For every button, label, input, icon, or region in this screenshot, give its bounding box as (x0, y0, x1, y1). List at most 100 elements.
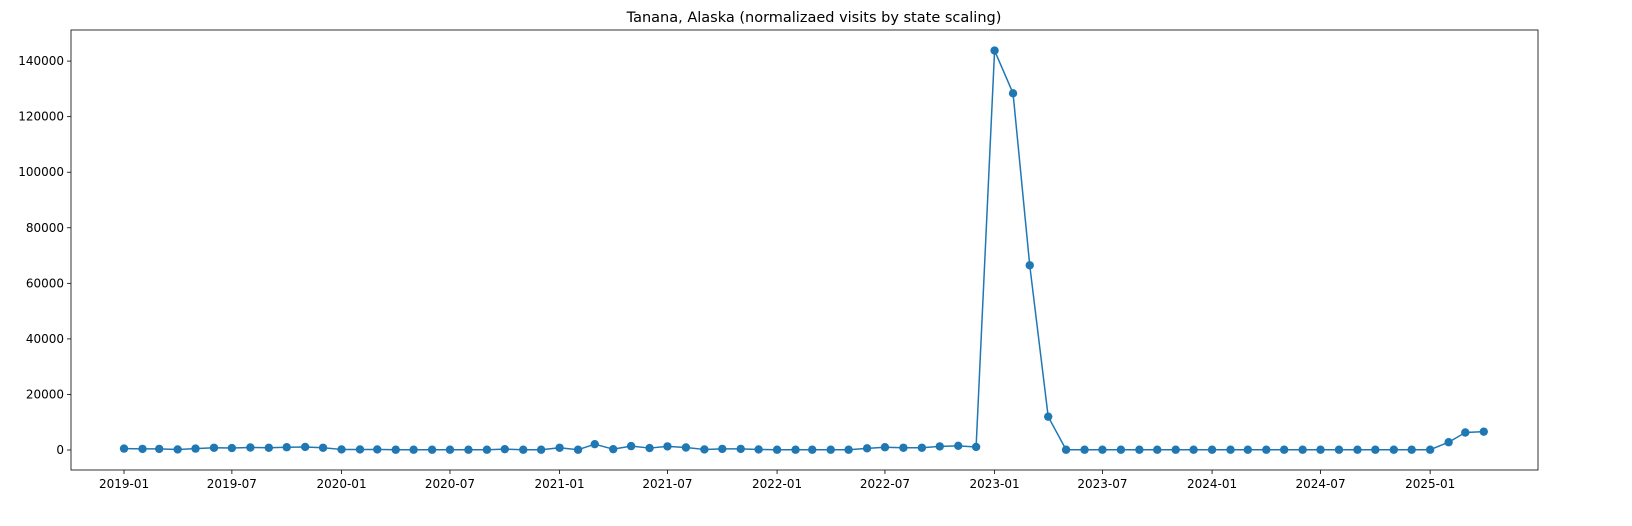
data-point (227, 443, 237, 453)
data-point (935, 442, 944, 451)
data-point (772, 445, 782, 454)
data-point (791, 445, 800, 454)
plot-frame (70, 29, 1539, 471)
data-point (844, 445, 853, 454)
data-point (1171, 445, 1180, 454)
data-point (1444, 438, 1453, 447)
data-point (536, 445, 546, 454)
data-point (1407, 445, 1416, 454)
data-point (1479, 427, 1488, 436)
data-point (464, 445, 473, 454)
data-point (519, 445, 528, 454)
x-tick-label: 2020-01 (316, 477, 366, 491)
data-point (971, 442, 981, 452)
data-point (1425, 445, 1435, 454)
x-tick-label: 2025-01 (1405, 477, 1455, 491)
data-point (154, 444, 164, 454)
data-point (1153, 445, 1162, 454)
data-point (1298, 445, 1307, 454)
plot-area (119, 46, 1488, 454)
data-point (754, 445, 763, 454)
data-point (1316, 445, 1325, 454)
data-point (718, 444, 727, 454)
data-point (573, 445, 583, 454)
y-tick-label: 40000 (26, 332, 64, 346)
data-point (862, 444, 872, 453)
x-tick-label: 2024-01 (1187, 477, 1237, 491)
data-point (264, 443, 274, 452)
y-axis: 0 20000 40000 60000 80000 100000 120000 140000 (18, 54, 71, 457)
x-tick-label: 2023-01 (970, 477, 1020, 491)
data-point (899, 443, 908, 452)
x-tick-label: 2019-07 (207, 477, 257, 491)
data-point (1098, 445, 1107, 454)
data-point (1061, 445, 1071, 454)
data-point (990, 46, 999, 55)
data-point (1207, 445, 1217, 454)
data-point (663, 442, 672, 451)
x-axis: 2019-01 2019-07 2020-01 2020-07 2021-01 2021-… (99, 470, 1455, 491)
data-point (1135, 445, 1144, 454)
y-tick-label: 0 (56, 443, 64, 457)
data-point (917, 443, 927, 452)
y-tick-label: 100000 (18, 165, 64, 179)
data-point (808, 445, 817, 454)
data-point (318, 443, 328, 452)
data-point (609, 444, 618, 454)
data-point (209, 443, 219, 452)
x-tick-label: 2023-07 (1077, 477, 1127, 491)
data-point (191, 444, 200, 453)
data-point (500, 444, 509, 454)
data-point (1389, 445, 1399, 454)
data-point (1025, 261, 1034, 270)
data-point (1044, 412, 1053, 421)
data-point (1189, 445, 1198, 454)
data-point (391, 445, 400, 454)
x-tick-label: 2022-07 (860, 477, 910, 491)
data-point (246, 443, 255, 452)
data-point (1461, 428, 1470, 437)
x-tick-label: 2019-01 (99, 477, 149, 491)
y-tick-label: 120000 (18, 110, 64, 124)
data-point (1262, 445, 1271, 454)
data-point (300, 442, 310, 452)
y-tick-label: 80000 (26, 221, 64, 235)
y-tick-label: 20000 (26, 387, 64, 401)
x-tick-label: 2020-07 (425, 477, 475, 491)
data-point (138, 444, 147, 454)
data-point (337, 445, 346, 454)
data-point (355, 445, 365, 454)
data-point (409, 445, 418, 454)
data-point (1080, 445, 1089, 454)
x-tick-label: 2022-01 (752, 477, 802, 491)
y-tick-label: 140000 (18, 54, 64, 68)
x-tick-label: 2021-07 (642, 477, 692, 491)
data-point (482, 445, 492, 454)
data-point (1279, 445, 1289, 454)
data-point (173, 445, 182, 454)
data-point (1226, 445, 1235, 454)
data-point (1243, 445, 1253, 454)
y-tick-label: 60000 (26, 276, 64, 290)
data-point (880, 443, 890, 452)
data-point (626, 441, 636, 451)
data-point (1371, 445, 1380, 454)
data-point (826, 445, 835, 454)
data-point (555, 443, 564, 452)
data-point (681, 443, 691, 452)
data-point (736, 444, 745, 454)
data-point (119, 444, 129, 453)
data-point (1353, 445, 1362, 454)
data-point (282, 443, 291, 452)
data-point (1008, 89, 1018, 98)
data-point (954, 441, 963, 451)
data-point (645, 443, 654, 453)
data-point (1334, 445, 1344, 454)
data-point (445, 445, 455, 454)
data-point (700, 445, 709, 454)
data-point (373, 445, 382, 454)
x-tick-label: 2021-01 (535, 477, 585, 491)
chart-title: Tanana, Alaska (normalizaed visits by st… (626, 10, 1002, 26)
series-line (124, 49, 1484, 451)
